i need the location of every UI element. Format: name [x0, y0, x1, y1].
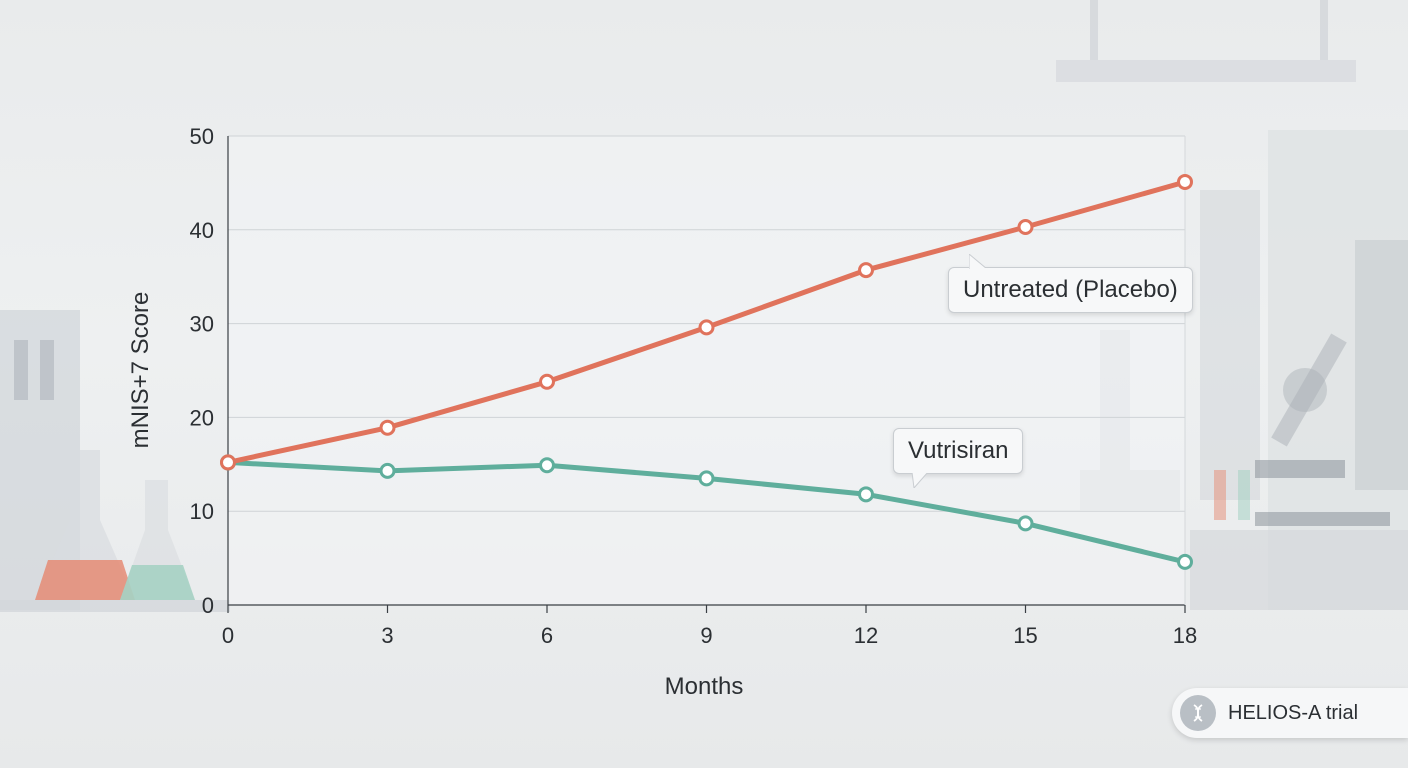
callout-pointer [911, 472, 929, 488]
y-tick-label: 0 [202, 593, 214, 618]
x-tick-label: 18 [1173, 623, 1197, 648]
data-point-vutrisiran [698, 470, 715, 487]
trial-badge-label: HELIOS-A trial [1228, 701, 1359, 724]
x-tick-label: 3 [381, 623, 393, 648]
y-axis-title: mNIS+7 Score [127, 292, 154, 449]
x-tick-label: 15 [1013, 623, 1037, 648]
data-point-placebo [858, 262, 874, 279]
y-tick-label: 50 [190, 124, 214, 149]
x-tick-label: 12 [854, 623, 878, 648]
data-point-vutrisiran [1017, 515, 1034, 532]
vutrisiran-callout-label: Vutrisiran [908, 437, 1009, 464]
data-point-placebo [1177, 173, 1193, 190]
y-tick-label: 20 [190, 405, 214, 430]
x-tick-labels: 0 3 6 9 12 15 18 [222, 623, 1197, 648]
y-tick-label: 30 [190, 312, 214, 337]
trial-badge: HELIOS-A trial [1172, 688, 1408, 738]
data-point-vutrisiran [1177, 553, 1193, 570]
y-tick-label: 10 [190, 499, 214, 524]
data-point-placebo [698, 319, 715, 336]
callout-pointer [969, 254, 988, 269]
dna-icon [1180, 695, 1216, 731]
data-point-vutrisiran [858, 486, 874, 503]
axes [227, 136, 1186, 613]
vutrisiran-series-callout: Vutrisiran [893, 428, 1024, 488]
gridlines [228, 135, 1185, 512]
data-point-vutrisiran [539, 457, 555, 474]
x-tick-label: 6 [541, 623, 553, 648]
x-tick-label: 9 [700, 623, 712, 648]
data-point-placebo [220, 454, 236, 471]
data-point-vutrisiran [379, 462, 396, 479]
data-point-placebo [1017, 218, 1034, 235]
series-points [220, 173, 1193, 570]
data-point-placebo [379, 419, 396, 436]
x-tick-label: 0 [222, 623, 234, 648]
series-lines [225, 179, 1188, 565]
placebo-callout-label: Untreated (Placebo) [963, 276, 1178, 303]
data-point-placebo [539, 373, 555, 390]
y-tick-labels: 0 10 20 30 40 50 [190, 124, 214, 618]
x-axis-title: Months [665, 673, 744, 700]
y-tick-label: 40 [190, 218, 214, 243]
placebo-series-callout: Untreated (Placebo) [948, 254, 1193, 313]
